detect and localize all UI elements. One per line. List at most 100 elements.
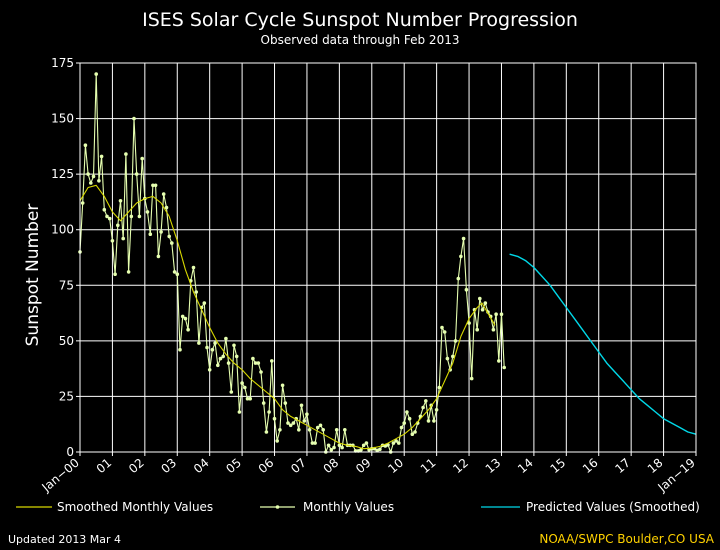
data-point [89,181,93,185]
data-point [83,143,88,147]
data-point [475,327,480,332]
legend-monthly-marker [275,505,280,509]
data-point [216,363,220,368]
data-point [405,410,409,414]
data-point [151,183,155,188]
data-point [97,179,101,183]
data-point [391,441,396,445]
data-point [224,336,228,341]
data-point [364,441,369,445]
data-point [175,272,180,277]
data-point [326,443,331,448]
data-point [191,265,196,270]
data-point [137,214,142,219]
data-point [453,339,458,343]
data-point [280,383,285,388]
data-point [270,359,274,363]
data-point [288,423,293,428]
data-point [337,443,342,448]
data-point [445,356,450,361]
data-point [148,232,153,236]
data-point [397,441,401,445]
data-point [291,421,296,425]
data-point [499,312,504,317]
data-point [469,376,474,381]
data-point [502,365,507,370]
data-point [207,368,212,372]
data-point [329,448,334,452]
data-point [272,416,277,421]
data-point [437,385,442,390]
data-point [132,116,136,121]
data-point [407,416,412,421]
credit-text: NOAA/SWPC Boulder,CO USA [539,532,714,546]
data-point [264,430,269,434]
data-point [180,314,185,319]
data-point [375,448,380,453]
data-point [245,396,250,401]
data-point [461,236,466,241]
data-point [410,432,415,437]
data-point [159,230,163,234]
data-point [318,423,323,428]
data-point [378,447,382,452]
data-point [221,354,225,359]
data-point [178,347,182,352]
data-point [105,214,109,219]
y-tick-label: 125 [51,167,74,181]
series-line [509,253,697,435]
data-point [459,254,463,259]
data-point [99,154,104,159]
series-monthly-values [78,72,507,454]
y-tick-label: 100 [51,223,74,237]
chart-title: ISES Solar Cycle Sunspot Number Progress… [142,9,578,31]
data-point [205,345,209,350]
data-point [321,428,326,432]
data-point [213,341,217,345]
data-point [107,216,112,221]
data-point [226,361,231,365]
data-point [164,205,169,210]
data-point [275,439,280,443]
data-point [315,425,320,430]
data-point [278,428,282,432]
data-point [237,410,242,414]
data-point [432,419,436,423]
chart-subtitle: Observed data through Feb 2013 [261,33,460,47]
data-point [194,290,198,294]
data-point [240,381,244,385]
data-point [478,296,482,301]
y-tick-label: 25 [59,389,74,403]
data-point [456,276,461,281]
data-point [80,201,85,205]
data-point [118,199,123,203]
data-point [186,327,190,332]
data-point [259,370,263,374]
data-point [467,321,471,325]
data-point [313,441,317,445]
data-point [299,403,304,408]
data-point [145,210,150,214]
data-point [156,254,161,259]
data-point [340,445,344,450]
data-point [399,425,404,430]
y-tick-label: 150 [51,112,74,126]
data-point [134,172,139,176]
data-point [232,343,236,348]
data-point [124,152,128,156]
series-line [79,184,496,450]
data-point [153,183,158,188]
data-point [424,399,428,403]
data-point [91,174,96,179]
data-point [332,445,336,450]
data-point [202,301,207,305]
y-tick-label: 0 [66,445,74,459]
data-point [116,223,120,228]
data-point [126,270,131,274]
data-point [170,241,174,245]
y-tick-label: 175 [51,56,74,70]
data-point [310,441,315,445]
data-point [307,428,312,432]
data-point [413,430,417,434]
